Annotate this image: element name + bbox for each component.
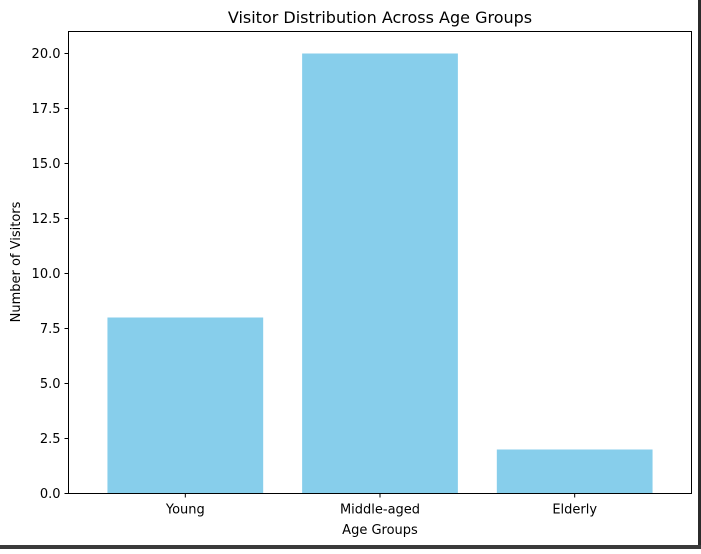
bars-layer [107, 53, 653, 494]
window-edge-bottom [0, 545, 701, 549]
y-tick-label: 10.0 [32, 267, 61, 282]
y-axis-ticks: 0.0 2.5 5.0 7.5 10.0 12.5 15.0 17.5 20.0 [32, 47, 69, 502]
y-tick-label: 12.5 [32, 212, 61, 227]
window-edge-right [698, 0, 701, 549]
x-axis-label: Age Groups [342, 523, 418, 538]
y-tick-label: 20.0 [32, 47, 61, 62]
y-tick-label: 0.0 [40, 487, 61, 502]
chart-title: Visitor Distribution Across Age Groups [228, 8, 532, 27]
y-tick-label: 7.5 [40, 322, 61, 337]
x-axis-ticks: Young Middle-aged Elderly [165, 493, 597, 518]
bar-elderly [496, 449, 653, 494]
x-tick-label: Elderly [552, 503, 597, 518]
bar-middle-aged [302, 53, 458, 494]
y-tick-label: 2.5 [40, 432, 61, 447]
bar-young [107, 317, 264, 494]
y-axis-label: Number of Visitors [9, 201, 24, 322]
y-tick-label: 5.0 [40, 377, 61, 392]
y-tick-label: 17.5 [32, 102, 61, 117]
x-tick-label: Young [165, 503, 205, 518]
x-tick-label: Middle-aged [340, 503, 420, 518]
y-tick-label: 15.0 [32, 157, 61, 172]
